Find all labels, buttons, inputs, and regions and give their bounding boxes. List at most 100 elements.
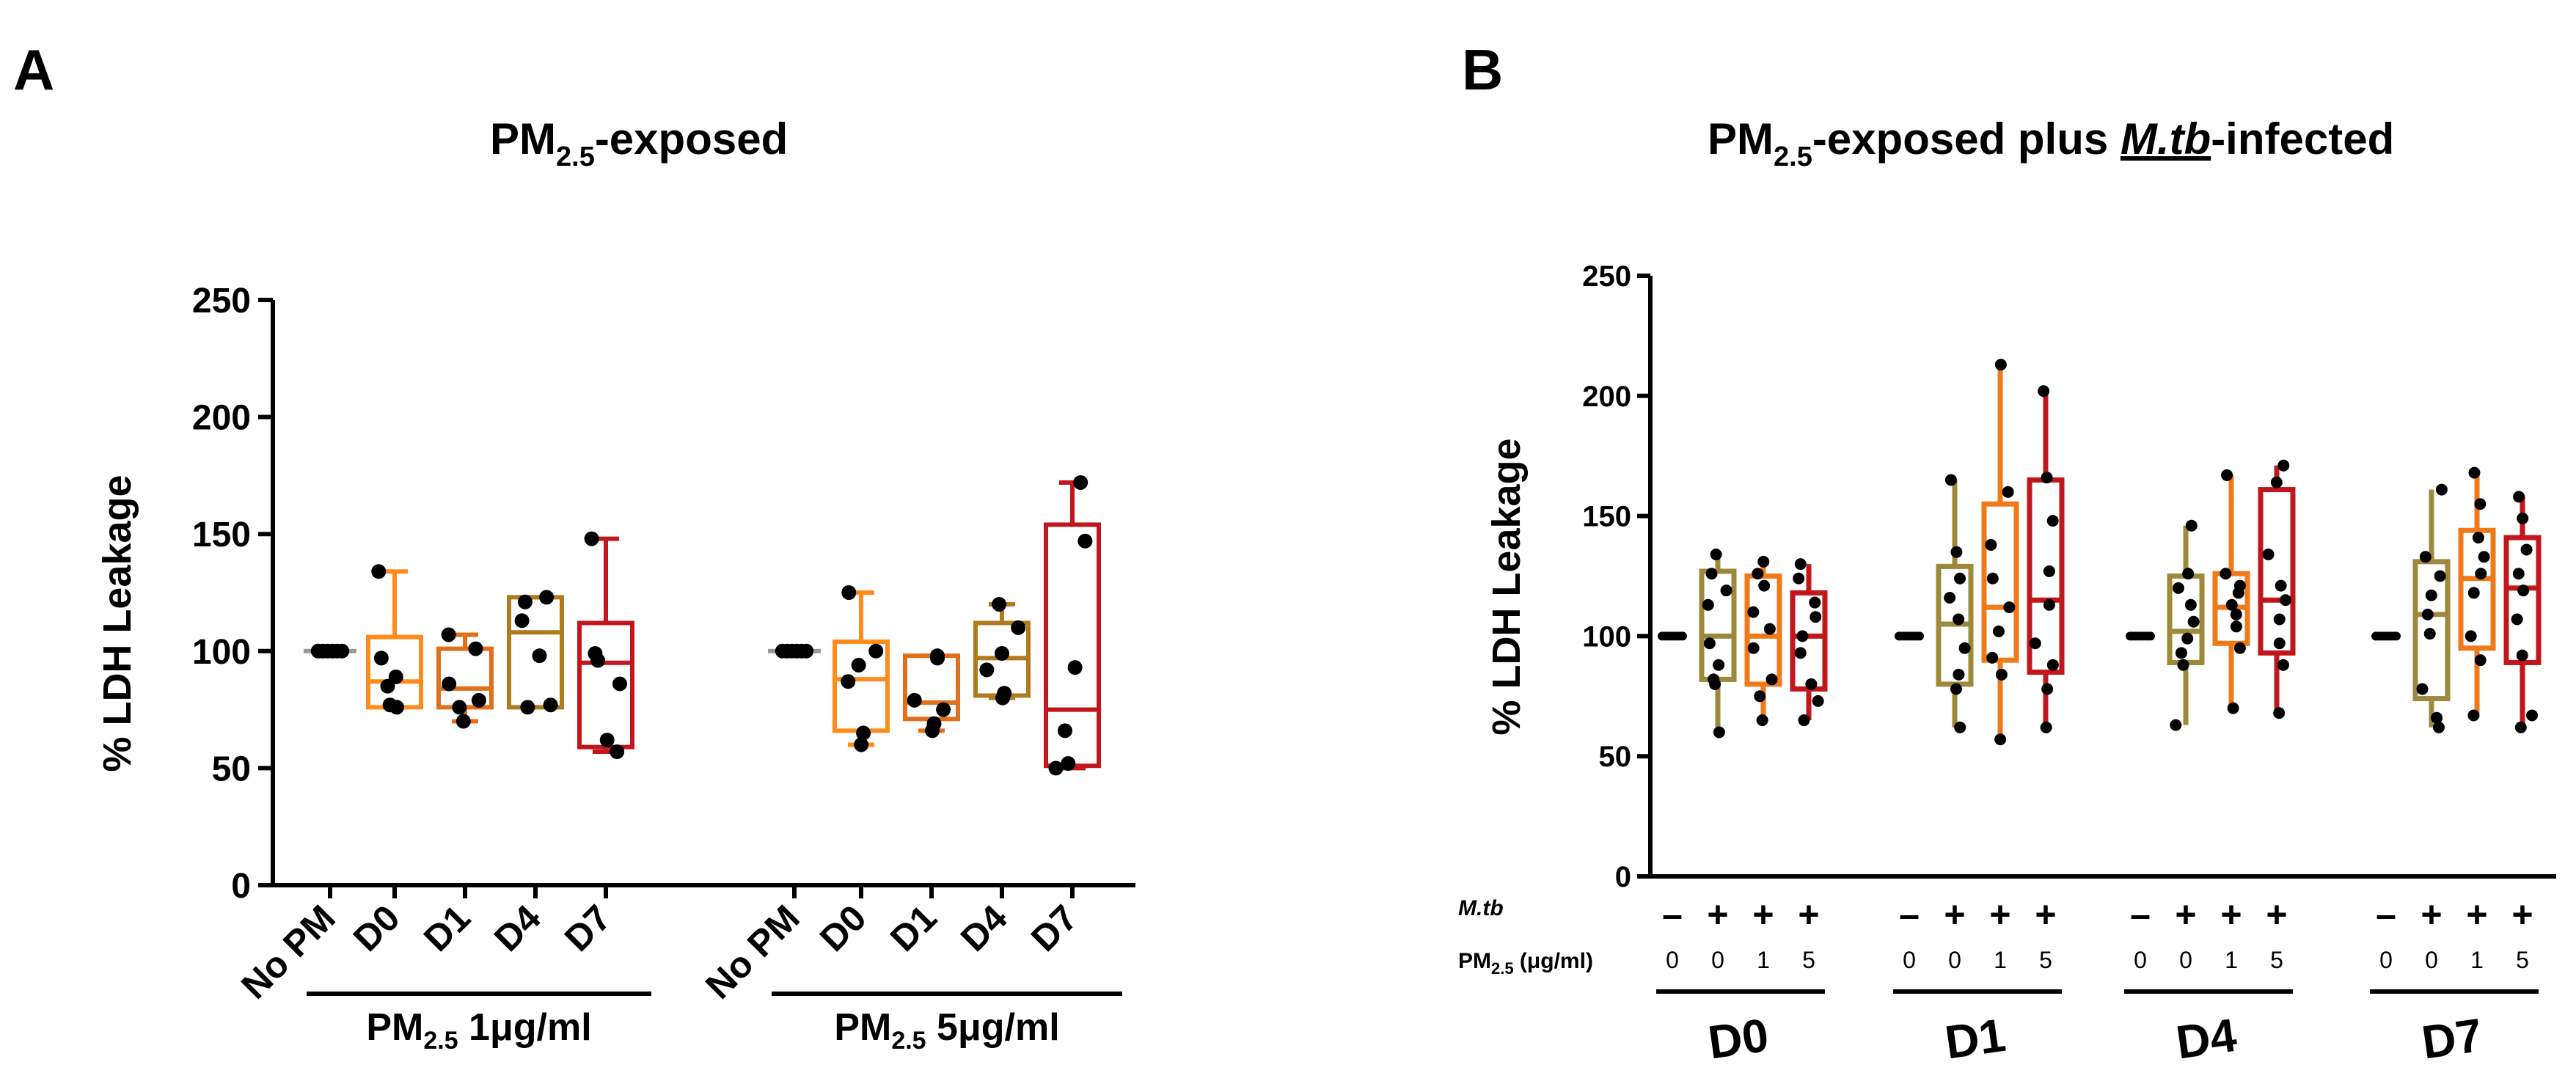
panel-b-series-9-point — [2184, 598, 2197, 611]
panel-a-series-7-box — [903, 648, 960, 739]
panel-a-series-7-point — [926, 716, 942, 731]
panel-b-title: PM2.5-exposed plus M.tb-infected — [1708, 114, 2394, 172]
panel-a-series-9-box — [1044, 474, 1101, 776]
panel-a-y-tick-label: 100 — [192, 633, 251, 672]
panel-b-mtb-sign: + — [2175, 894, 2196, 935]
panel-a-series-3-point — [543, 697, 558, 713]
panel-b-series-11-point — [2273, 637, 2286, 650]
panel-b-series-0-box — [1658, 631, 1687, 641]
panel-a-series-8-point — [979, 662, 995, 678]
panel-b-mtb-sign: + — [1989, 894, 2010, 935]
panel-a-category-label: D0 — [345, 897, 408, 959]
panel-b-mtb-sign: – — [2130, 894, 2151, 935]
panel-b-series-2-point — [1747, 606, 1760, 618]
panel-b-series-13-point — [2432, 721, 2445, 733]
panel-b-series-14-point — [2467, 709, 2480, 722]
panel-a-y-tick-label: 150 — [192, 516, 251, 554]
panel-a-series-6-point — [841, 585, 857, 600]
panel-b-day-label: D1 — [1942, 1008, 2008, 1069]
panel-b-series-3-point — [1812, 695, 1824, 707]
panel-b-pm-value: 1 — [1757, 947, 1770, 973]
panel-b-series-3-point — [1796, 630, 1809, 642]
panel-b-series-5-point — [1944, 591, 1956, 604]
panel-b-series-2-point — [1747, 642, 1760, 654]
panel-b-series-11-point — [2275, 579, 2287, 592]
panel-b-y-tick-label: 250 — [1582, 260, 1631, 293]
panel-b-series-15-point — [2516, 649, 2528, 662]
panel-b-y-tick-label: 50 — [1599, 741, 1632, 773]
panel-a-series-4-point — [599, 733, 615, 748]
panel-b-series-9-point — [2177, 659, 2189, 671]
panel-a-series-8-point — [997, 686, 1012, 701]
panel-b-series-1-point — [1705, 568, 1718, 580]
panel-b-series-12-point — [2392, 631, 2401, 641]
panel-b-series-5-point — [1944, 474, 1957, 486]
panel-b-series-3-box — [1790, 558, 1828, 727]
panel-b-y-tick-label: 200 — [1582, 381, 1631, 413]
panel-b-series-3-point — [1805, 678, 1818, 690]
panel-b-series-13-point — [2425, 589, 2437, 601]
panel-b-mtb-sign: + — [1944, 894, 1965, 935]
panel-b-series-10-point — [2221, 469, 2233, 481]
panel-a-series-6-point — [854, 737, 869, 752]
panel-b-series-11-point — [2277, 459, 2290, 472]
panel-b-pm-value: 1 — [2470, 947, 2484, 973]
panel-a-y-tick-label: 250 — [192, 282, 251, 320]
panel-a-series-1-box — [366, 564, 423, 715]
panel-b-series-2-box — [1744, 555, 1782, 727]
panel-b-series-11-point — [2273, 613, 2286, 626]
panel-b-series-14-box — [2458, 466, 2496, 722]
panel-b-series-7-box — [2027, 385, 2065, 733]
panel-b-series-10-point — [2230, 608, 2242, 620]
panel-b-series-12-box — [2371, 631, 2401, 641]
panel-b-pm-value: 1 — [1994, 947, 2007, 973]
panel-a-series-6-point — [841, 674, 856, 689]
panel-b-series-11-point — [2270, 476, 2283, 488]
panel-b-series-2-point — [1765, 673, 1778, 686]
panel-b-series-6-point — [1985, 538, 1997, 551]
panel-a-series-7-point — [907, 692, 922, 708]
panel-b-series-11-point — [2273, 707, 2286, 719]
panel-b-series-5-point — [1958, 642, 1971, 654]
panel-b-series-3-point — [1794, 558, 1807, 571]
panel-b-series-1-point — [1708, 673, 1720, 686]
panel-b-series-13-iqr-rect — [2412, 559, 2451, 702]
panel-b-series-5-point — [1950, 546, 1963, 558]
panel-b-series-13-point — [2419, 551, 2432, 563]
panel-a-y-tick-label: 50 — [212, 750, 251, 788]
panel-a-letter: A — [13, 37, 54, 102]
panel-b-series-1-point — [1703, 637, 1716, 650]
panel-b-series-11-iqr-rect — [2258, 487, 2296, 656]
panel-b-series-2-iqr-rect — [1744, 574, 1782, 687]
panel-b-series-8-point — [2146, 631, 2155, 641]
panel-b-series-13-point — [2435, 483, 2448, 496]
panel-b-series-7-point — [2029, 637, 2041, 650]
panel-b-mtb-sign: + — [2466, 894, 2487, 935]
panel-b-series-15-point — [2513, 491, 2525, 503]
panel-b-series-9-point — [2172, 582, 2184, 594]
panel-a-series-2-point — [441, 627, 456, 642]
panel-b-series-7-point — [2043, 598, 2055, 611]
panel-a-y-tick-label: 0 — [231, 867, 251, 906]
panel-a-series-1-point — [373, 651, 389, 666]
panel-b-mtb-row-label: M.tb — [1458, 896, 1504, 920]
panel-b-series-7-point — [2043, 565, 2055, 577]
panel-b-series-15-point — [2520, 543, 2533, 556]
panel-a-series-2-box — [436, 627, 494, 729]
panel-b-series-13-point — [2423, 628, 2436, 640]
panel-b-mtb-sign: – — [2376, 894, 2396, 935]
panel-b-series-3-point — [1809, 596, 1821, 609]
panel-a-series-1-point — [371, 564, 387, 579]
panel-a-series-5-box — [768, 643, 821, 659]
panel-a-series-9-iqr-rect — [1044, 522, 1101, 769]
panel-a-series-7-point — [936, 702, 951, 717]
panel-b-pm-value: 5 — [2270, 947, 2283, 973]
panel-b-series-4-point — [1915, 631, 1924, 641]
panel-b-series-1-point — [1720, 585, 1732, 597]
panel-b-series-10-point — [2225, 598, 2238, 611]
panel-b-series-2-point — [1752, 568, 1764, 580]
panel-b-series-13-box — [2412, 483, 2451, 733]
panel-a-ylabel: % LDH Leakage — [95, 474, 139, 772]
